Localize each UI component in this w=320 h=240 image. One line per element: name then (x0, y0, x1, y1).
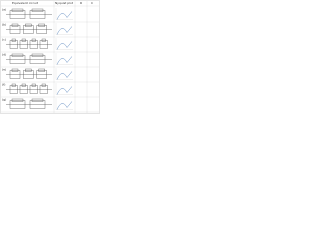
plot-curve (56, 41, 73, 50)
resistor (38, 68, 45, 72)
component (39, 40, 48, 49)
component (9, 10, 26, 19)
rows: (a) (b) (c) (d) (e) (f) (g) (1, 8, 99, 113)
header-circuit: Equivalent circuit (12, 1, 39, 5)
component (39, 85, 48, 94)
component (9, 55, 26, 64)
row-label: (e) (2, 68, 6, 72)
resistor (11, 8, 24, 12)
resistor (11, 68, 19, 72)
header-col2: C (91, 1, 93, 5)
component (19, 40, 28, 49)
resistor (11, 98, 24, 102)
resistor (11, 53, 24, 57)
resistor (11, 38, 16, 42)
component (29, 85, 38, 94)
resistor (31, 53, 44, 57)
component (29, 100, 46, 109)
component (19, 85, 28, 94)
plot-curve (56, 71, 73, 80)
resistor (41, 83, 46, 87)
row-label: (a) (2, 8, 6, 12)
resistor (21, 83, 26, 87)
header-plot: Nyquist plot (55, 1, 74, 5)
row-label: (c) (2, 38, 6, 42)
row-label: (g) (2, 98, 6, 102)
resistor (21, 38, 26, 42)
resistor (31, 8, 44, 12)
component (9, 40, 18, 49)
row-label: (d) (2, 53, 6, 57)
component (9, 100, 26, 109)
resistor (25, 68, 32, 72)
resistor (41, 38, 46, 42)
resistor (31, 83, 36, 87)
header-col1: R (80, 1, 82, 5)
resistor (11, 23, 19, 27)
component (36, 70, 47, 79)
component (9, 70, 21, 79)
plot-curve (56, 11, 73, 20)
table-figure: Equivalent circuit Nyquist plot R C (a)(… (0, 0, 100, 114)
component (23, 25, 34, 34)
component (29, 10, 46, 19)
component (23, 70, 34, 79)
plot-curve (56, 26, 73, 35)
component (29, 55, 46, 64)
plot-curve (56, 86, 73, 95)
plot-curve (56, 56, 73, 65)
component (9, 85, 18, 94)
plot-curve (56, 101, 73, 110)
row-label: (f) (2, 83, 5, 87)
resistor (11, 83, 16, 87)
resistor (31, 98, 44, 102)
frame (0, 0, 100, 114)
component (29, 40, 38, 49)
resistor (31, 38, 36, 42)
component (36, 25, 47, 34)
resistor (38, 23, 45, 27)
resistor (25, 23, 32, 27)
row-label: (b) (2, 23, 6, 27)
component (9, 25, 21, 34)
